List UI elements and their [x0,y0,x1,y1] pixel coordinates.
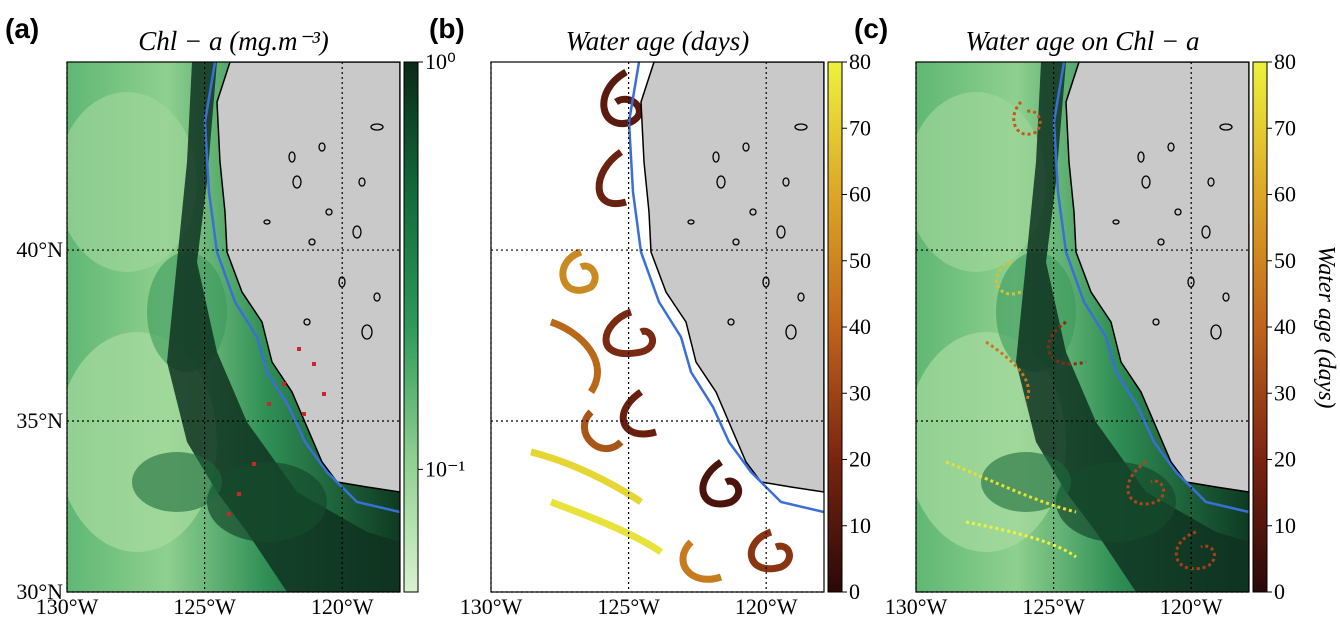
panel-title: Chl − a (mg.m⁻³) [138,26,329,56]
x-tick-label: 120°W [735,594,798,619]
x-tick-label: 120°W [1160,594,1223,619]
colorbar-tick-label: 10⁰ [425,49,456,74]
x-tick-label: 125°W [1022,594,1085,619]
panel-title: Water age (days) [566,26,749,56]
map-axes [916,62,1249,592]
colorbar-tick-label: 70 [849,115,871,140]
axes-frame [66,61,401,593]
colorbar-tick-label: 0 [1274,579,1285,604]
colorbar-tick-label: 30 [1274,380,1296,405]
colorbar-tick-label: 60 [1274,182,1296,207]
x-tick-label: 120°W [311,594,374,619]
x-tick-label: 130°W [885,594,948,619]
panel-label: (b) [429,13,465,44]
x-tick-label: 125°W [173,594,236,619]
axes-frame [915,61,1250,593]
x-tick-label: 130°W [460,594,523,619]
colorbar-tick-label: 60 [849,182,871,207]
colorbar-tick-label: 20 [849,447,871,472]
panel-label: (c) [854,13,888,44]
x-tick-label: 130°W [36,594,99,619]
colorbar-tick-label: 0 [849,579,860,604]
colorbar-label: Water age (days) [1313,245,1339,408]
map-axes [67,62,400,592]
colorbar-tick-label: 40 [849,314,871,339]
y-tick-label: 30°N [16,579,63,604]
colorbar-tick-label: 80 [1274,49,1296,74]
panel-title: Water age on Chl − a [966,26,1200,56]
colorbar [827,61,843,593]
colorbar-tick-label: 80 [849,49,871,74]
axes-frame [490,61,825,593]
colorbar-tick-label: 10⁻¹ [425,456,465,481]
y-tick-label: 40°N [16,237,63,262]
colorbar-tick-label: 70 [1274,115,1296,140]
x-tick-label: 125°W [597,594,660,619]
colorbar [1252,61,1268,593]
colorbar-tick-label: 50 [1274,248,1296,273]
colorbar-tick-label: 40 [1274,314,1296,339]
map-axes [491,62,824,592]
colorbar-tick-label: 10 [1274,513,1296,538]
colorbar-tick-label: 10 [849,513,871,538]
panel-label: (a) [5,13,39,44]
y-tick-label: 35°N [16,408,63,433]
colorbar-tick-label: 50 [849,248,871,273]
colorbar-tick-label: 30 [849,380,871,405]
colorbar [403,61,419,593]
colorbar-tick-label: 20 [1274,447,1296,472]
